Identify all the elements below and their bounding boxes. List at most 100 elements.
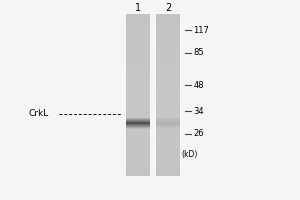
Bar (156, 67, 180, 69)
Bar (156, 24, 180, 26)
Bar (156, 157, 180, 158)
Bar (126, 103, 150, 105)
Bar (126, 40, 150, 42)
Bar (156, 16, 180, 17)
Bar (126, 163, 150, 165)
Bar (126, 90, 150, 92)
Bar (156, 118, 180, 119)
Bar (156, 174, 180, 176)
Bar (156, 33, 180, 35)
Bar (156, 126, 180, 128)
Bar (156, 124, 180, 125)
Bar (156, 118, 180, 119)
Bar (156, 32, 180, 34)
Bar (126, 126, 150, 127)
Text: 2: 2 (165, 3, 171, 13)
Bar (156, 20, 180, 22)
Bar (126, 108, 150, 110)
Bar (126, 29, 150, 30)
Bar (126, 124, 150, 126)
Bar (126, 87, 150, 89)
Bar (156, 69, 180, 71)
Bar (156, 126, 180, 127)
Bar (156, 51, 180, 53)
Bar (156, 72, 180, 74)
Bar (156, 114, 180, 116)
Bar (126, 84, 150, 85)
Bar (156, 42, 180, 43)
Bar (126, 131, 150, 132)
Bar (156, 71, 180, 73)
Bar (156, 45, 180, 47)
Bar (126, 126, 150, 128)
Bar (156, 56, 180, 58)
Bar (156, 118, 180, 119)
Bar (126, 71, 150, 73)
Bar (156, 22, 180, 24)
Bar (126, 170, 150, 171)
Bar (156, 61, 180, 63)
Bar (156, 89, 180, 90)
Text: (kD): (kD) (182, 150, 198, 159)
Bar (156, 53, 180, 55)
Bar (126, 114, 150, 116)
Bar (126, 17, 150, 19)
Bar (156, 40, 180, 42)
Bar (126, 155, 150, 157)
Bar (126, 118, 150, 119)
Bar (126, 121, 150, 123)
Bar (126, 136, 150, 137)
Bar (156, 155, 180, 157)
Bar (126, 37, 150, 38)
Bar (156, 76, 180, 77)
Bar (126, 76, 150, 77)
Bar (156, 165, 180, 166)
Bar (156, 80, 180, 82)
Bar (126, 22, 150, 24)
Bar (156, 145, 180, 147)
Bar (156, 171, 180, 173)
Bar (126, 127, 150, 128)
Bar (156, 58, 180, 60)
Bar (126, 111, 150, 113)
Text: 34: 34 (194, 107, 204, 116)
Bar (126, 153, 150, 155)
Bar (126, 101, 150, 103)
Bar (156, 108, 180, 110)
Bar (156, 125, 180, 126)
Bar (156, 110, 180, 111)
Bar (126, 50, 150, 51)
Bar (126, 129, 150, 131)
Bar (126, 45, 150, 47)
Bar (156, 131, 180, 132)
Bar (126, 67, 150, 69)
Bar (156, 93, 180, 95)
Bar (156, 166, 180, 168)
Bar (126, 127, 150, 129)
Bar (156, 111, 180, 113)
Bar (156, 125, 180, 126)
Bar (156, 117, 180, 118)
Bar (126, 59, 150, 61)
Bar (156, 123, 180, 124)
Bar (126, 63, 150, 64)
Bar (156, 113, 180, 115)
Bar (156, 121, 180, 123)
Bar (126, 137, 150, 139)
Bar (126, 145, 150, 147)
Bar (156, 37, 180, 38)
Bar (156, 17, 180, 19)
Bar (126, 82, 150, 84)
Bar (156, 128, 180, 129)
Bar (126, 119, 150, 120)
Bar (126, 14, 150, 16)
Bar (156, 150, 180, 152)
Bar (156, 142, 180, 144)
Bar (156, 19, 180, 21)
Bar (126, 168, 150, 170)
Bar (126, 35, 150, 37)
Bar (156, 38, 180, 40)
Bar (156, 54, 180, 56)
Bar (156, 121, 180, 122)
Bar (156, 97, 180, 98)
